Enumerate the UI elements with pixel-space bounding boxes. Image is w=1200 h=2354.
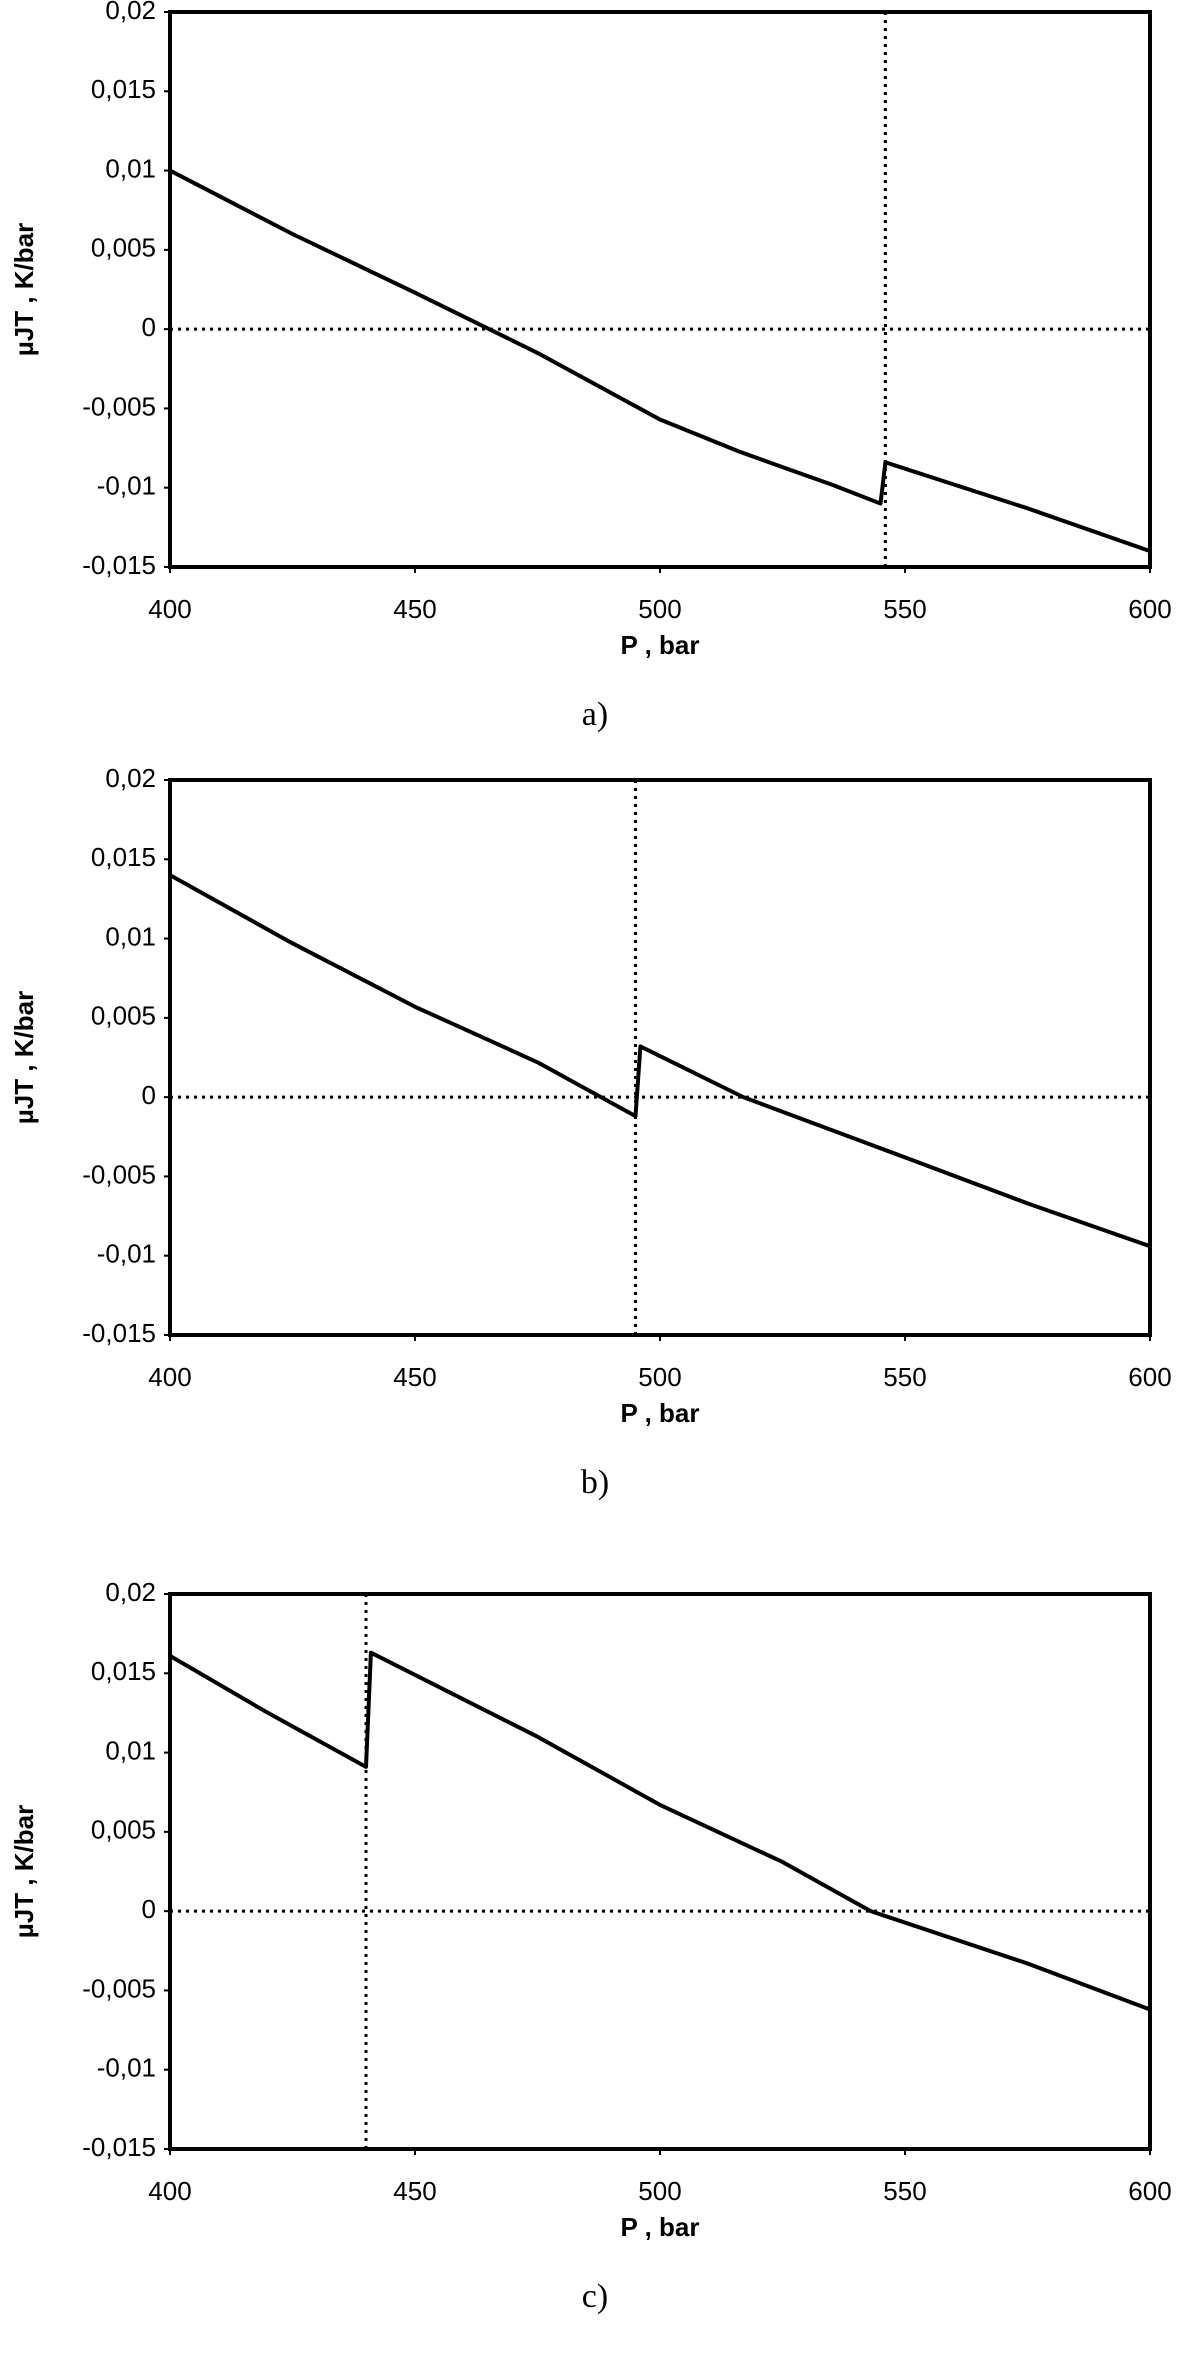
x-tick-label: 500 bbox=[638, 2176, 681, 2206]
x-tick-label: 550 bbox=[883, 594, 926, 624]
y-tick-label: 0,01 bbox=[105, 1735, 156, 1765]
y-tick-label: -0,01 bbox=[97, 471, 156, 501]
y-tick-label: 0 bbox=[142, 1894, 156, 1924]
caption: a) bbox=[582, 696, 608, 733]
plot-frame bbox=[168, 778, 1152, 1337]
y-tick-label: 0,015 bbox=[91, 1656, 156, 1686]
x-tick-label: 600 bbox=[1128, 594, 1171, 624]
y-tick-label: -0,015 bbox=[82, 2132, 156, 2162]
caption: b) bbox=[581, 1464, 609, 1501]
x-tick-label: 450 bbox=[393, 594, 436, 624]
y-tick-label: 0,015 bbox=[91, 74, 156, 104]
plot-frame bbox=[168, 1592, 1152, 2151]
x-tick-label: 550 bbox=[883, 1362, 926, 1392]
y-tick-label: -0,005 bbox=[82, 391, 156, 421]
caption: c) bbox=[582, 2278, 608, 2315]
data-line bbox=[169, 168, 1151, 554]
data-line bbox=[169, 873, 1151, 1249]
plot-frame bbox=[168, 10, 1152, 569]
y-tick-label: -0,005 bbox=[82, 1159, 156, 1189]
x-axis-label: P , bar bbox=[620, 630, 699, 660]
y-tick-label: -0,01 bbox=[97, 1239, 156, 1269]
y-tick-label: -0,01 bbox=[97, 2053, 156, 2083]
x-tick-label: 550 bbox=[883, 2176, 926, 2206]
x-tick-label: 450 bbox=[393, 1362, 436, 1392]
x-tick-label: 400 bbox=[148, 2176, 191, 2206]
y-axis-label: µJT , K/bar bbox=[9, 223, 39, 356]
y-tick-label: 0,01 bbox=[105, 921, 156, 951]
y-axis-label: µJT , K/bar bbox=[9, 991, 39, 1124]
x-axis-label: P , bar bbox=[620, 2212, 699, 2242]
y-tick-label: 0,02 bbox=[105, 1577, 156, 1607]
y-tick-label: 0,005 bbox=[91, 1815, 156, 1845]
x-tick-label: 400 bbox=[148, 594, 191, 624]
y-tick-label: -0,015 bbox=[82, 1318, 156, 1348]
x-tick-label: 500 bbox=[638, 1362, 681, 1392]
x-tick-label: 600 bbox=[1128, 1362, 1171, 1392]
x-tick-label: 500 bbox=[638, 594, 681, 624]
x-axis-label: P , bar bbox=[620, 1398, 699, 1428]
x-tick-label: 600 bbox=[1128, 2176, 1171, 2206]
x-tick-label: 400 bbox=[148, 1362, 191, 1392]
y-tick-label: 0,005 bbox=[91, 1001, 156, 1031]
y-tick-label: 0,02 bbox=[105, 763, 156, 793]
x-tick-label: 450 bbox=[393, 2176, 436, 2206]
y-tick-label: 0,015 bbox=[91, 842, 156, 872]
y-tick-label: 0 bbox=[142, 1080, 156, 1110]
y-tick-label: 0 bbox=[142, 312, 156, 342]
y-tick-label: 0,02 bbox=[105, 0, 156, 25]
y-tick-label: -0,015 bbox=[82, 550, 156, 580]
y-axis-label: µJT , K/bar bbox=[9, 1805, 39, 1938]
y-tick-label: 0,01 bbox=[105, 153, 156, 183]
data-line bbox=[168, 1650, 1151, 2012]
y-tick-label: 0,005 bbox=[91, 233, 156, 263]
y-tick-label: -0,005 bbox=[82, 1973, 156, 2003]
